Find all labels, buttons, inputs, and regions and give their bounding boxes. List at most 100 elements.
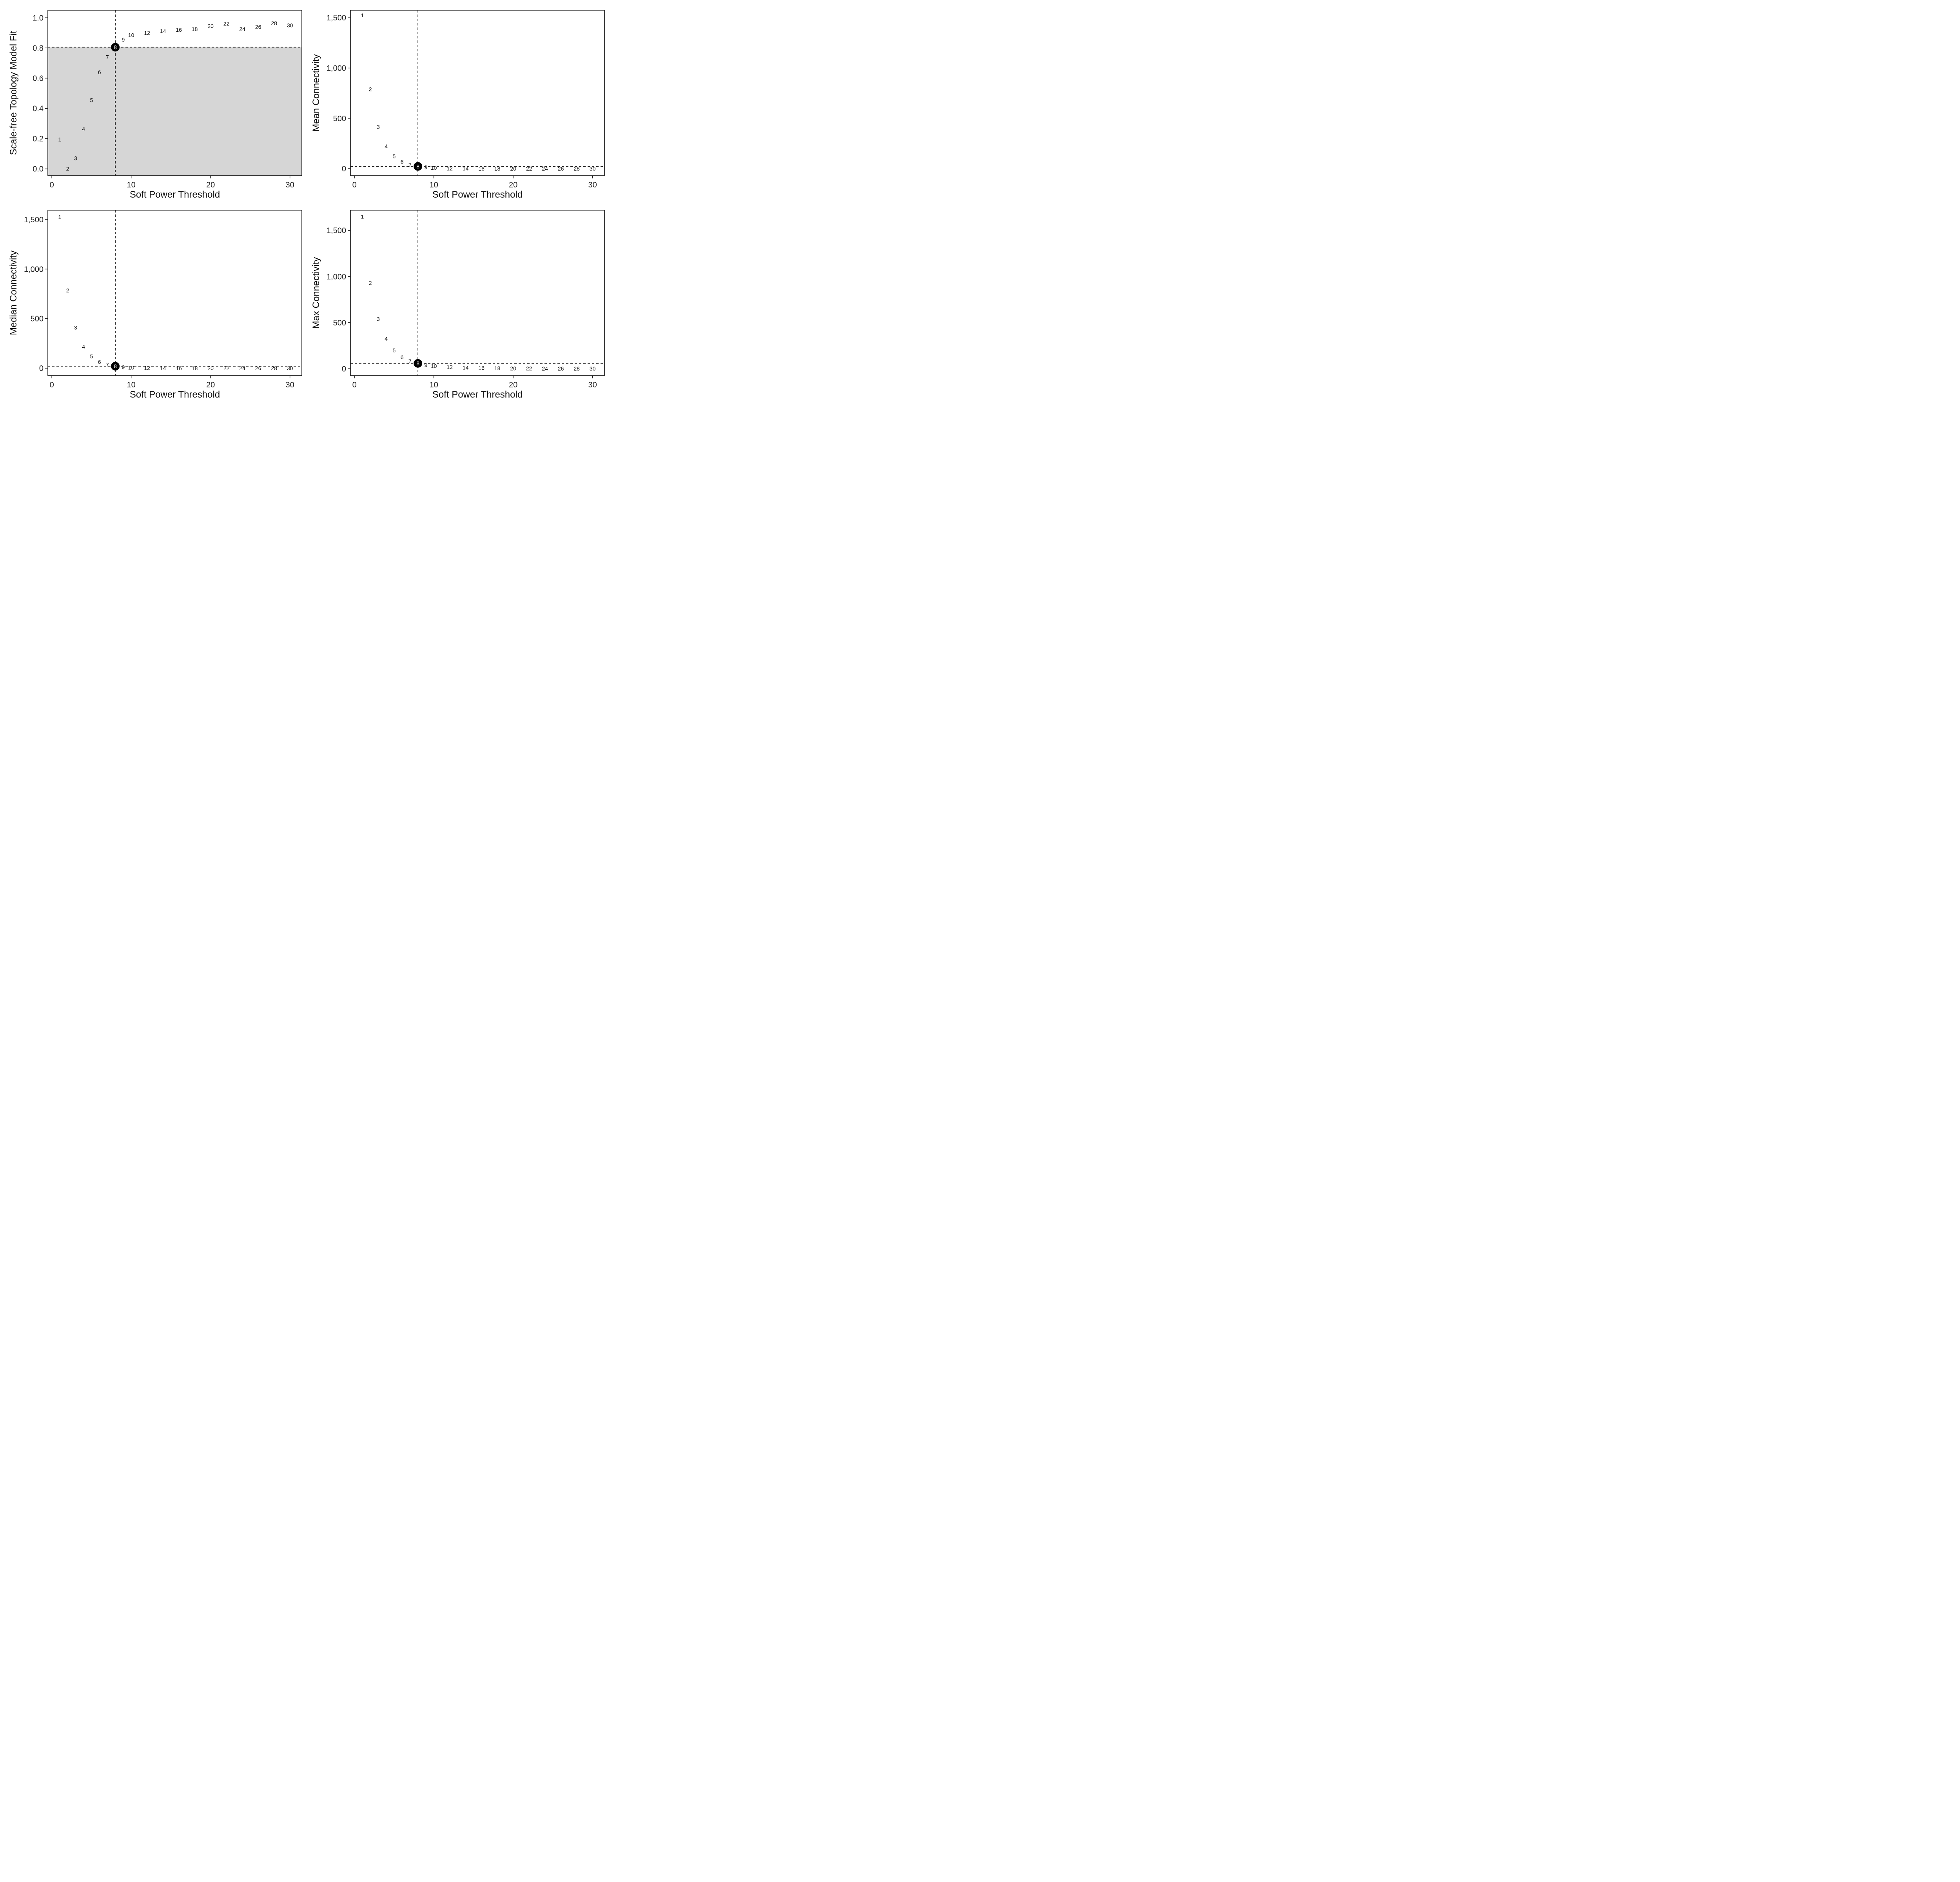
point-label: 30 — [287, 22, 293, 29]
point-label: 14 — [463, 165, 469, 172]
point-label: 7 — [408, 162, 412, 168]
point-label: 1 — [58, 214, 61, 220]
x-axis-title: Soft Power Threshold — [432, 189, 523, 200]
plot-frame — [47, 10, 302, 176]
x-tick-label: 0 — [352, 381, 357, 389]
panel-3: 0 10 20 30 0 500 1,000 1,500 Soft Power Threshol… — [8, 210, 302, 400]
x-tick-label: 30 — [286, 381, 294, 389]
panel-4: 0 10 20 30 0 500 1,000 1,500 Soft Power Threshol… — [311, 210, 605, 400]
point-label: 28 — [573, 365, 580, 372]
x-tick-label: 10 — [430, 181, 438, 189]
point-label: 30 — [590, 365, 596, 372]
point-label: 24 — [542, 365, 548, 372]
point-label: 10 — [128, 32, 134, 38]
y-tick-label: 1,500 — [327, 14, 346, 22]
point-label: 6 — [401, 354, 404, 360]
point-label: 12 — [144, 365, 150, 371]
y-axis-title: Scale-free Topology Model Fit — [8, 31, 19, 155]
point-label: 10 — [431, 165, 437, 171]
x-axis-title: Soft Power Threshold — [130, 189, 220, 200]
y-tick-label: 0.8 — [33, 44, 44, 53]
point-label: 7 — [106, 362, 109, 368]
point-label: 14 — [463, 365, 469, 371]
y-tick-label: 1,500 — [24, 216, 44, 224]
y-tick-label: 1.0 — [33, 14, 44, 22]
point-label: 18 — [192, 365, 198, 371]
selected-point-label: 8 — [416, 360, 419, 367]
point-label: 6 — [401, 159, 404, 165]
x-tick-label: 20 — [206, 181, 215, 189]
selected-point-marker — [111, 362, 120, 371]
point-label: 7 — [106, 54, 109, 60]
point-label: 10 — [128, 365, 134, 371]
point-label: 20 — [510, 365, 516, 371]
point-label: 6 — [98, 359, 101, 365]
selected-point-marker — [111, 43, 120, 52]
point-label: 26 — [255, 365, 261, 371]
point-label: 16 — [176, 27, 182, 33]
point-label: 28 — [271, 365, 277, 371]
y-tick-label: 1,000 — [24, 265, 44, 274]
point-label: 24 — [542, 165, 548, 172]
y-axis-title: Median Connectivity — [8, 251, 19, 335]
point-label: 1 — [58, 136, 61, 143]
point-label: 4 — [385, 336, 388, 342]
point-label: 9 — [122, 364, 125, 370]
y-tick-label: 1,500 — [327, 227, 346, 235]
point-label: 10 — [431, 363, 437, 369]
point-label: 22 — [526, 365, 532, 372]
point-label: 5 — [90, 97, 93, 103]
point-label: 5 — [90, 353, 93, 360]
selected-point-marker — [414, 162, 423, 171]
y-tick-label: 0.2 — [33, 135, 44, 144]
point-label: 2 — [369, 280, 372, 286]
point-label: 26 — [558, 165, 564, 172]
x-tick-label: 20 — [509, 381, 517, 389]
y-tick-label: 0.6 — [33, 74, 44, 83]
selected-point-marker — [414, 359, 423, 368]
selected-point-label: 8 — [114, 44, 117, 50]
point-label: 24 — [239, 365, 245, 371]
y-axis-title: Mean Connectivity — [311, 54, 321, 131]
point-label: 7 — [408, 358, 412, 364]
point-label: 4 — [82, 343, 85, 350]
point-label: 28 — [573, 165, 580, 172]
plot-frame — [47, 210, 302, 376]
panel-2: 0 10 20 30 0 500 1,000 1,500 Soft Power Threshol… — [311, 10, 605, 200]
y-tick-label: 0 — [342, 165, 346, 173]
x-tick-label: 20 — [509, 181, 517, 189]
y-tick-label: 0 — [39, 364, 44, 373]
point-label: 6 — [98, 69, 101, 75]
point-label: 22 — [223, 365, 230, 371]
point-label: 16 — [478, 365, 485, 371]
point-label: 9 — [424, 362, 427, 368]
point-label: 9 — [122, 36, 125, 43]
x-tick-label: 10 — [127, 381, 136, 389]
point-label: 22 — [526, 165, 532, 172]
y-tick-label: 1,000 — [327, 272, 346, 281]
y-tick-label: 0.4 — [33, 105, 44, 113]
x-tick-label: 20 — [206, 381, 215, 389]
point-label: 18 — [192, 26, 198, 32]
selected-point-label: 8 — [416, 163, 419, 169]
point-label: 1 — [361, 213, 364, 220]
selected-point-label: 8 — [114, 363, 117, 369]
y-axis-title: Max Connectivity — [311, 257, 321, 329]
y-tick-label: 500 — [333, 319, 346, 327]
plot-frame — [350, 210, 605, 376]
y-tick-label: 1,000 — [327, 64, 346, 73]
point-label: 16 — [478, 165, 485, 172]
point-label: 30 — [287, 365, 293, 371]
figure: 0 10 20 30 0.0 0.2 0.4 0.6 0.8 1.0 Soft Power Thre… — [0, 0, 610, 407]
point-label: 12 — [446, 364, 453, 370]
point-label: 9 — [424, 164, 427, 170]
point-label: 12 — [144, 30, 150, 36]
panel-1: 0 10 20 30 0.0 0.2 0.4 0.6 0.8 1.0 Soft Power Thre… — [8, 10, 302, 200]
point-label: 1 — [361, 12, 364, 18]
point-label: 4 — [385, 143, 388, 149]
point-label: 3 — [74, 155, 77, 162]
x-tick-label: 0 — [352, 181, 357, 189]
point-label: 28 — [271, 20, 277, 26]
y-tick-label: 500 — [333, 114, 346, 123]
